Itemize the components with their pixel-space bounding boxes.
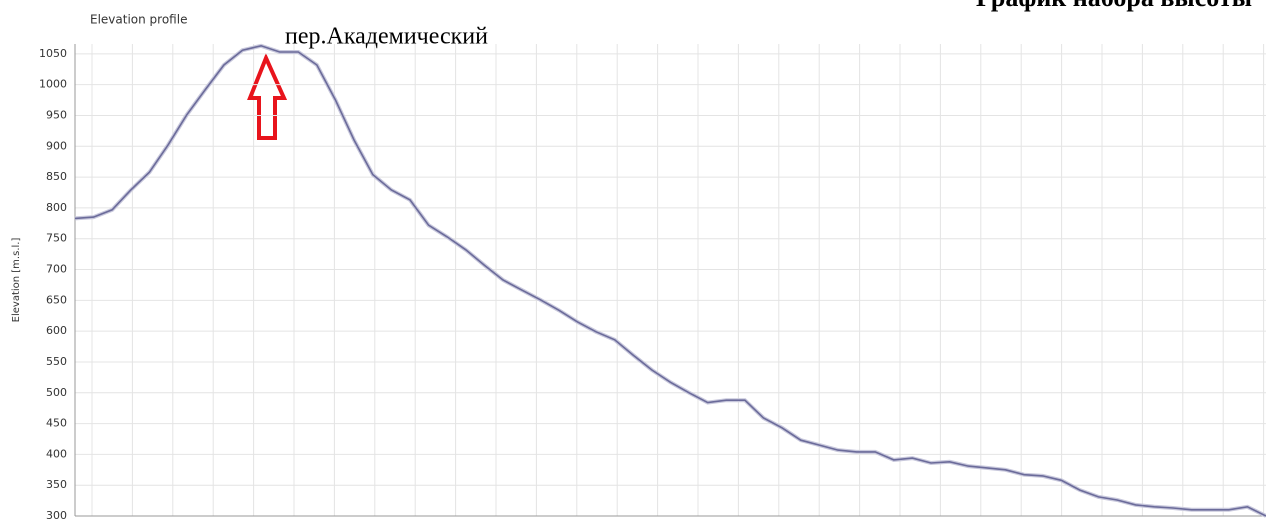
y-tick-label: 950: [46, 108, 67, 121]
y-tick-label: 850: [46, 170, 67, 183]
y-tick-label: 450: [46, 417, 67, 430]
y-tick-label: 900: [46, 139, 67, 152]
y-tick-label: 550: [46, 355, 67, 368]
line: [74, 44, 1266, 517]
y-tick-label: 600: [46, 324, 67, 337]
heading: График набора высоты: [976, 0, 1252, 12]
y-tick-label: 500: [46, 386, 67, 399]
y-tick-label: 300: [46, 509, 67, 519]
y-axis-label: Elevation [m.s.l.]: [11, 238, 22, 323]
y-tick-label: 800: [46, 201, 67, 214]
annotation: пер.Академический: [285, 24, 488, 50]
y-tick-label: 350: [46, 478, 67, 491]
y-tick-label: 1050: [39, 47, 67, 60]
y-tick-label: 700: [46, 263, 67, 276]
y-tick-label: 650: [46, 293, 67, 306]
y-tick-label: 750: [46, 232, 67, 245]
arrow: [247, 52, 288, 140]
y-tick-label: 400: [46, 447, 67, 460]
chart-title: Elevation profile: [90, 13, 187, 27]
vertical-grid: [91, 44, 1265, 516]
y-tick-label: 1000: [39, 78, 67, 91]
